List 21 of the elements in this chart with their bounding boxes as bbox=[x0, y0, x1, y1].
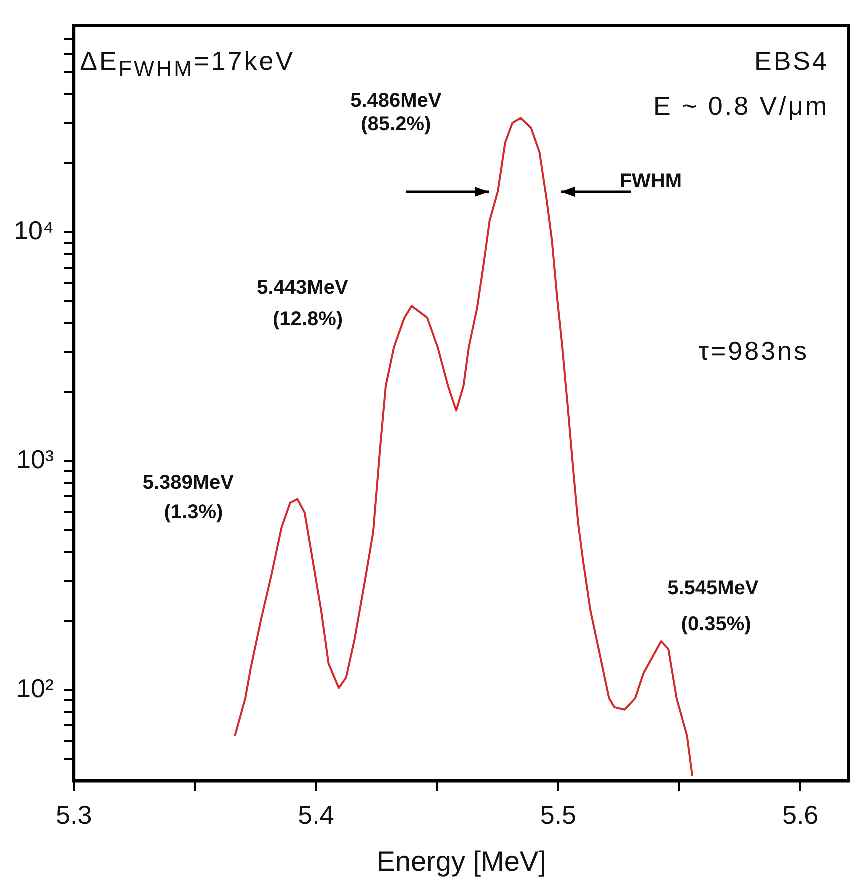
annotation: 5.443MeV bbox=[257, 277, 349, 300]
x-tick-label: 5.6 bbox=[782, 800, 819, 830]
annotation: ΔE$_{FWHM}$=17keV bbox=[80, 46, 296, 82]
annotation: FWHM bbox=[620, 170, 682, 192]
x-tick-label: 5.5 bbox=[540, 800, 576, 830]
annotation: τ=983ns bbox=[698, 336, 809, 367]
y-tick-label: 10² bbox=[16, 673, 54, 704]
annotation: (85.2%) bbox=[361, 114, 432, 136]
x-tick-label: 5.3 bbox=[56, 800, 92, 830]
annotation: E ~ 0.8 V/μm bbox=[653, 90, 829, 122]
annotation: 5.389MeV bbox=[142, 472, 235, 494]
annotation: EBS4 bbox=[754, 46, 829, 77]
x-tick-label: 5.4 bbox=[298, 800, 334, 830]
x-axis-title: Energy [MeV] bbox=[376, 846, 546, 877]
y-tick-label: 10⁴ bbox=[14, 215, 54, 246]
annotation: 5.545MeV bbox=[668, 577, 760, 600]
annotation: 5.486MeV bbox=[350, 90, 442, 112]
annotation: (12.8%) bbox=[273, 308, 344, 330]
y-tick-label: 10³ bbox=[16, 444, 54, 474]
annotation: (0.35%) bbox=[681, 613, 752, 636]
annotation: (1.3%) bbox=[164, 501, 224, 524]
